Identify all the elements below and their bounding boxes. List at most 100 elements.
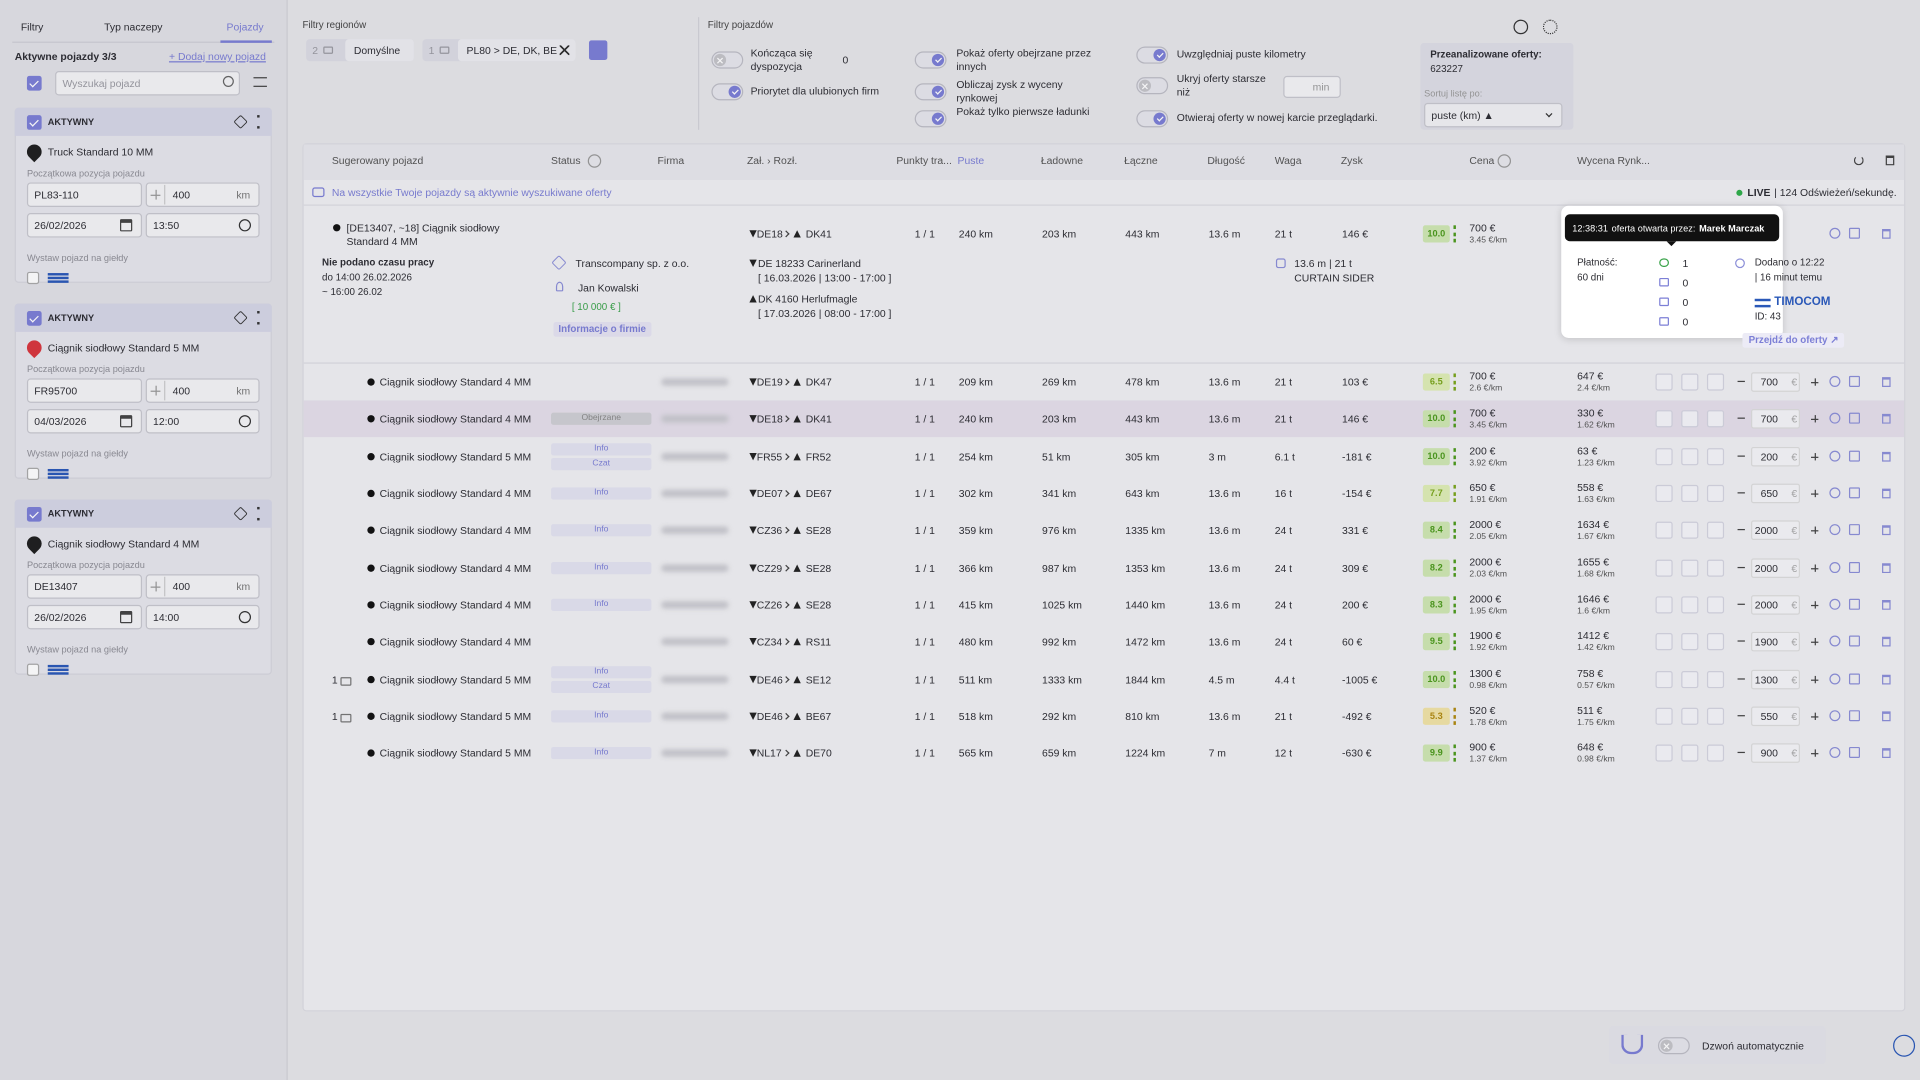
mail-icon[interactable]	[1706, 373, 1725, 391]
share-icon[interactable]	[1655, 744, 1673, 762]
share-icon[interactable]	[1655, 484, 1673, 503]
bid-box[interactable]	[1751, 595, 1801, 615]
toggle[interactable]	[914, 83, 947, 101]
call-icon[interactable]	[1681, 410, 1699, 428]
decrease-button[interactable]	[1737, 678, 1745, 680]
status-tag[interactable]: Info	[551, 710, 652, 723]
bid-box[interactable]	[1751, 706, 1801, 727]
column-header[interactable]: Waga	[1274, 154, 1302, 167]
status-tag[interactable]: Info	[551, 666, 652, 679]
delete-all-icon[interactable]	[1885, 155, 1895, 166]
mail-icon[interactable]	[1706, 596, 1725, 614]
input-field[interactable]	[26, 604, 143, 630]
share-icon[interactable]	[1655, 373, 1673, 391]
share-icon[interactable]	[1655, 521, 1673, 539]
bid-box[interactable]	[1751, 631, 1801, 652]
share-icon[interactable]	[1655, 559, 1673, 577]
status-tag[interactable]: Info	[551, 598, 652, 612]
decrease-button[interactable]	[1737, 566, 1745, 569]
remove-icon[interactable]	[559, 45, 570, 56]
call-icon[interactable]	[1681, 671, 1699, 689]
call-icon[interactable]	[1681, 448, 1699, 466]
increase-button[interactable]	[1811, 489, 1819, 498]
bid-box[interactable]	[1751, 520, 1801, 541]
send-icon[interactable]	[1848, 710, 1861, 722]
send-icon[interactable]	[1848, 635, 1861, 647]
status-tag[interactable]: Obejrzane	[551, 412, 652, 425]
mail-icon[interactable]	[1706, 744, 1725, 762]
bid-icon[interactable]	[1829, 746, 1841, 758]
send-icon[interactable]	[1848, 412, 1861, 424]
toggle[interactable]	[1136, 77, 1169, 95]
decrease-button[interactable]	[1737, 380, 1745, 383]
delete-icon[interactable]	[1882, 451, 1891, 462]
mail-icon[interactable]	[1706, 410, 1725, 428]
increase-button[interactable]	[1811, 637, 1819, 646]
input-field[interactable]	[55, 71, 241, 96]
bid-box[interactable]	[1751, 558, 1801, 578]
clock-icon[interactable]	[238, 219, 252, 232]
column-header[interactable]: Punkty tra...	[896, 154, 952, 167]
bid-icon[interactable]	[1829, 450, 1841, 462]
toggle[interactable]	[711, 51, 744, 69]
decrease-button[interactable]	[1737, 603, 1745, 605]
column-header[interactable]: Cena	[1469, 154, 1495, 167]
mail-icon[interactable]	[1706, 559, 1725, 577]
column-header[interactable]: Zysk	[1340, 154, 1363, 167]
send-icon[interactable]	[1848, 562, 1861, 574]
bid-icon[interactable]	[1829, 227, 1841, 239]
checkbox[interactable]	[26, 75, 42, 91]
calendar-icon[interactable]	[120, 219, 133, 232]
bid-box[interactable]	[1751, 446, 1801, 467]
share-icon[interactable]	[1655, 448, 1673, 466]
delete-icon[interactable]	[1882, 636, 1891, 647]
send-icon[interactable]	[1848, 524, 1861, 536]
call-icon[interactable]	[1681, 633, 1699, 651]
delete-icon[interactable]	[1882, 228, 1891, 239]
delete-icon[interactable]	[1882, 563, 1891, 574]
decrease-button[interactable]	[1737, 455, 1745, 457]
share-icon[interactable]	[1655, 707, 1673, 725]
bid-icon[interactable]	[1829, 710, 1841, 722]
column-header[interactable]: Zał. › Rozł.	[746, 154, 798, 167]
tab[interactable]: Pojazdy	[226, 20, 264, 34]
input-field[interactable]	[26, 574, 143, 599]
go-to-offer[interactable]: Przejdź do oferty ↗	[1742, 333, 1845, 348]
input-field[interactable]	[26, 408, 143, 434]
clock-icon[interactable]	[238, 415, 252, 428]
status-tag[interactable]: Info	[551, 443, 652, 456]
refresh-icon[interactable]	[1853, 155, 1864, 166]
tab[interactable]: Filtry	[20, 20, 44, 34]
add-preset-button[interactable]	[588, 40, 608, 61]
send-icon[interactable]	[1848, 375, 1861, 387]
bid-icon[interactable]	[1829, 598, 1841, 610]
call-icon[interactable]	[1681, 373, 1699, 391]
toggle[interactable]	[1136, 110, 1169, 128]
delete-icon[interactable]	[1882, 674, 1891, 685]
call-icon[interactable]	[1681, 744, 1699, 762]
calendar-icon[interactable]	[120, 415, 133, 428]
send-icon[interactable]	[1848, 487, 1861, 499]
timocom-icon[interactable]	[47, 664, 69, 675]
tab[interactable]: Typ naczepy	[104, 20, 163, 34]
call-icon[interactable]	[1681, 521, 1699, 539]
delete-icon[interactable]	[1882, 711, 1891, 722]
share-icon[interactable]	[1655, 671, 1673, 689]
input-field[interactable]	[1283, 75, 1341, 98]
send-icon[interactable]	[1848, 598, 1861, 610]
column-header[interactable]: Wycena Rynk...	[1577, 154, 1650, 167]
bid-icon[interactable]	[1829, 375, 1841, 387]
input-field[interactable]	[26, 378, 143, 403]
sort-select[interactable]	[1424, 102, 1563, 128]
column-header[interactable]: Długość	[1207, 154, 1245, 167]
status-tag[interactable]: Czat	[551, 680, 652, 694]
status-tag[interactable]: Info	[551, 746, 652, 760]
bid-icon[interactable]	[1829, 412, 1841, 424]
status-tag[interactable]: Czat	[551, 457, 652, 471]
input-field[interactable]	[26, 182, 143, 207]
increase-button[interactable]	[1811, 675, 1819, 684]
bid-box[interactable]	[1751, 743, 1801, 763]
delete-icon[interactable]	[1882, 377, 1891, 387]
mail-icon[interactable]	[1706, 633, 1725, 651]
send-icon[interactable]	[1848, 227, 1861, 239]
